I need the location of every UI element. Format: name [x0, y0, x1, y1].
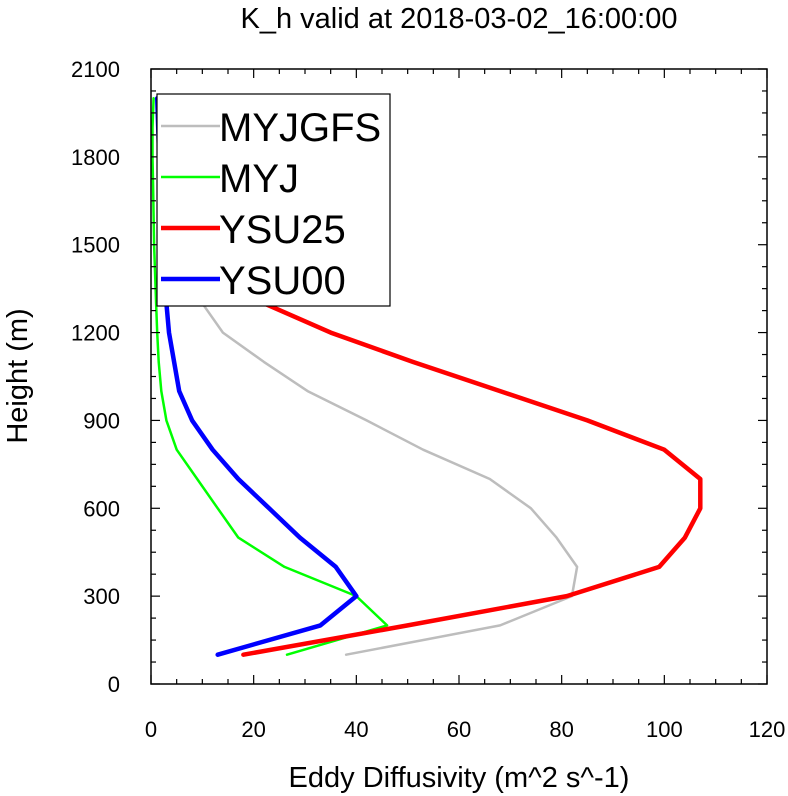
x-tick-label: 60	[447, 717, 471, 742]
axis-layer: 0 20 40 60 80 100 1200300600900120015001800210…	[71, 57, 785, 742]
y-tick-label: 1500	[71, 233, 120, 258]
series-line-myj	[151, 97, 389, 656]
x-tick-label: 100	[646, 717, 683, 742]
legend-label-ysu00: YSU00	[219, 259, 346, 303]
y-tick-label: 300	[83, 584, 120, 609]
y-tick-label: 2100	[71, 57, 120, 82]
y-tick-label: 900	[83, 408, 120, 433]
y-tick-label: 0	[108, 672, 120, 697]
y-tick-label: 1200	[71, 321, 120, 346]
x-tick-label: 0	[145, 717, 157, 742]
legend-label-myjgfs: MYJGFS	[219, 106, 381, 150]
legend-label-myj: MYJ	[219, 157, 299, 201]
chart-title: K_h valid at 2018-03-02_16:00:00	[241, 3, 678, 35]
x-tick-label: 80	[549, 717, 573, 742]
legend-box	[156, 93, 391, 307]
x-tick-label: 40	[344, 717, 368, 742]
y-tick-label: 600	[83, 496, 120, 521]
x-tick-label: 20	[241, 717, 265, 742]
y-axis-label: Height (m)	[2, 308, 34, 443]
legend-label-ysu25: YSU25	[219, 208, 346, 252]
y-tick-label: 1800	[71, 145, 120, 170]
x-tick-label: 120	[749, 717, 786, 742]
x-axis-label: Eddy Diffusivity (m^2 s^-1)	[289, 762, 630, 794]
legend: MYJGFS MYJ YSU25 YSU00	[156, 93, 391, 307]
